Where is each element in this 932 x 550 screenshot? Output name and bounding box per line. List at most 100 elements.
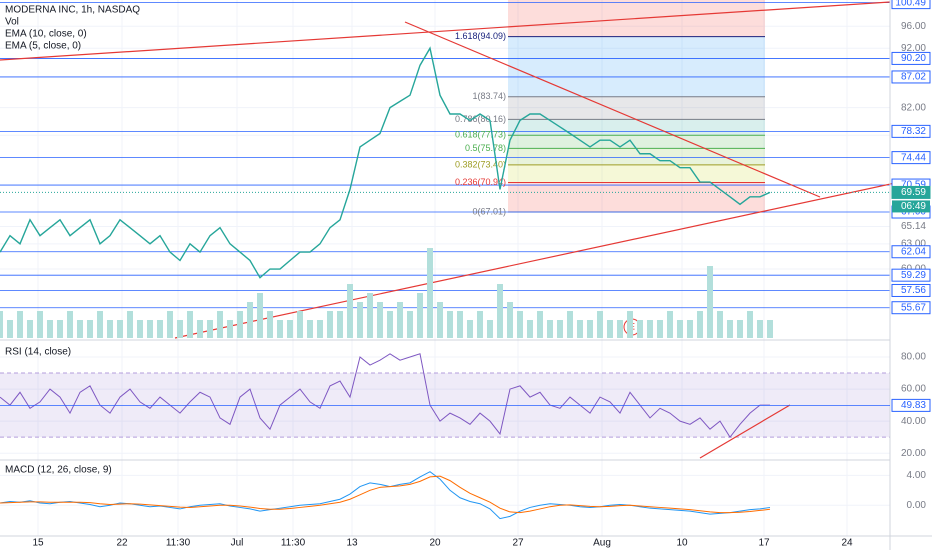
- volume-bar: [357, 302, 363, 338]
- x-tick-label: 13: [346, 538, 358, 549]
- volume-bar: [407, 311, 413, 338]
- y-tick-label: 20.00: [901, 448, 926, 459]
- price-label-box: [891, 301, 931, 315]
- volume-bar: [337, 311, 343, 338]
- volume-bar: [307, 320, 313, 338]
- volume-bar: [597, 311, 603, 338]
- volume-bar: [317, 320, 323, 338]
- volume-bar: [377, 302, 383, 338]
- volume-bar: [507, 302, 513, 338]
- volume-bar: [47, 320, 53, 338]
- fib-label: 0.236(70.94): [455, 177, 506, 187]
- fib-label: 1.618(94.09): [455, 31, 506, 41]
- trendline: [699, 404, 791, 459]
- legend: EMA (5, close, 0): [5, 41, 81, 52]
- y-tick-label: 4.00: [907, 470, 927, 481]
- volume-bar: [157, 320, 163, 338]
- fib-label: 0(67.01): [472, 206, 506, 216]
- volume-bar: [7, 320, 13, 338]
- volume-bar: [567, 311, 573, 338]
- x-tick-label: 27: [512, 538, 524, 549]
- trendline: [404, 21, 821, 198]
- fib-band: [508, 96, 765, 120]
- pane-title: RSI (14, close): [5, 347, 71, 358]
- volume-bar: [457, 311, 463, 338]
- volume-bar: [207, 320, 213, 338]
- volume-bar: [297, 311, 303, 338]
- fib-label: 1(83.74): [472, 91, 506, 101]
- volume-bar: [437, 302, 443, 338]
- fib-label: 0.382(73.40): [455, 159, 506, 169]
- volume-bar: [367, 293, 373, 338]
- legend: Vol: [5, 17, 19, 28]
- volume-bar: [727, 320, 733, 338]
- volume-bar: [477, 311, 483, 338]
- volume-bar: [27, 320, 33, 338]
- x-tick-label: 22: [116, 538, 128, 549]
- fib-label: 0.5(75.78): [465, 143, 506, 153]
- volume-bar: [767, 320, 773, 338]
- volume-bar: [487, 320, 493, 338]
- volume-bar: [67, 311, 73, 338]
- volume-bar: [387, 311, 393, 338]
- price-label-box: [891, 124, 931, 138]
- y-tick-label: 0.00: [907, 500, 927, 511]
- volume-bar: [707, 266, 713, 338]
- volume-bar: [637, 320, 643, 338]
- volume-bar: [347, 284, 353, 338]
- price-label: 69.59: [901, 187, 926, 198]
- volume-bar: [537, 311, 543, 338]
- volume-bar: [87, 320, 93, 338]
- volume-bar: [117, 320, 123, 338]
- volume-bar: [557, 320, 563, 338]
- rsi-line: [0, 353, 770, 439]
- volume-bar: [0, 311, 3, 338]
- volume-bar: [257, 293, 263, 338]
- price-line: [0, 46, 771, 279]
- volume-bar: [227, 320, 233, 338]
- trendline: [174, 182, 896, 339]
- price-label: 78.32: [901, 126, 926, 137]
- x-tick-label: 20: [429, 538, 441, 549]
- legend: EMA (10, close, 0): [5, 29, 87, 40]
- volume-bar: [267, 311, 273, 338]
- volume-bar: [57, 320, 63, 338]
- volume-bar: [417, 293, 423, 338]
- volume-bar: [397, 302, 403, 338]
- volume-bar: [77, 320, 83, 338]
- volume-bar: [577, 320, 583, 338]
- fib-band: [508, 135, 765, 149]
- price-label: 49.83: [901, 400, 926, 411]
- volume-bar: [757, 320, 763, 338]
- x-tick-label: 10: [676, 538, 688, 549]
- fib-band: [508, 36, 765, 97]
- volume-bar: [617, 320, 623, 338]
- symbol-title: MODERNA INC, 1h, NASDAQ: [5, 5, 140, 16]
- volume-bar: [527, 320, 533, 338]
- macd-line: [0, 475, 771, 514]
- volume-bar: [137, 320, 143, 338]
- countdown: 06:49: [901, 201, 926, 212]
- price-label: 59.29: [901, 270, 926, 281]
- volume-bar: [697, 311, 703, 338]
- volume-bar: [107, 320, 113, 338]
- price-label: 87.02: [901, 72, 926, 83]
- x-tick-label: 15: [32, 538, 44, 549]
- price-label-box: [891, 245, 931, 259]
- volume-bar: [517, 311, 523, 338]
- price-label-box: [891, 283, 931, 297]
- price-label-box: [891, 151, 931, 165]
- volume-bar: [217, 311, 223, 338]
- fib-band: [508, 119, 765, 136]
- volume-bar: [237, 311, 243, 338]
- price-label-box: [891, 70, 931, 84]
- y-tick-label: 40.00: [901, 416, 926, 427]
- price-label: 70.59: [901, 180, 926, 191]
- price-label: 57.56: [901, 285, 926, 296]
- fib-band: [508, 164, 765, 183]
- volume-bar: [547, 320, 553, 338]
- volume-bar: [187, 311, 193, 338]
- volume-bar: [657, 320, 663, 338]
- volume-bar: [647, 320, 653, 338]
- x-tick-label: 11:30: [166, 538, 191, 549]
